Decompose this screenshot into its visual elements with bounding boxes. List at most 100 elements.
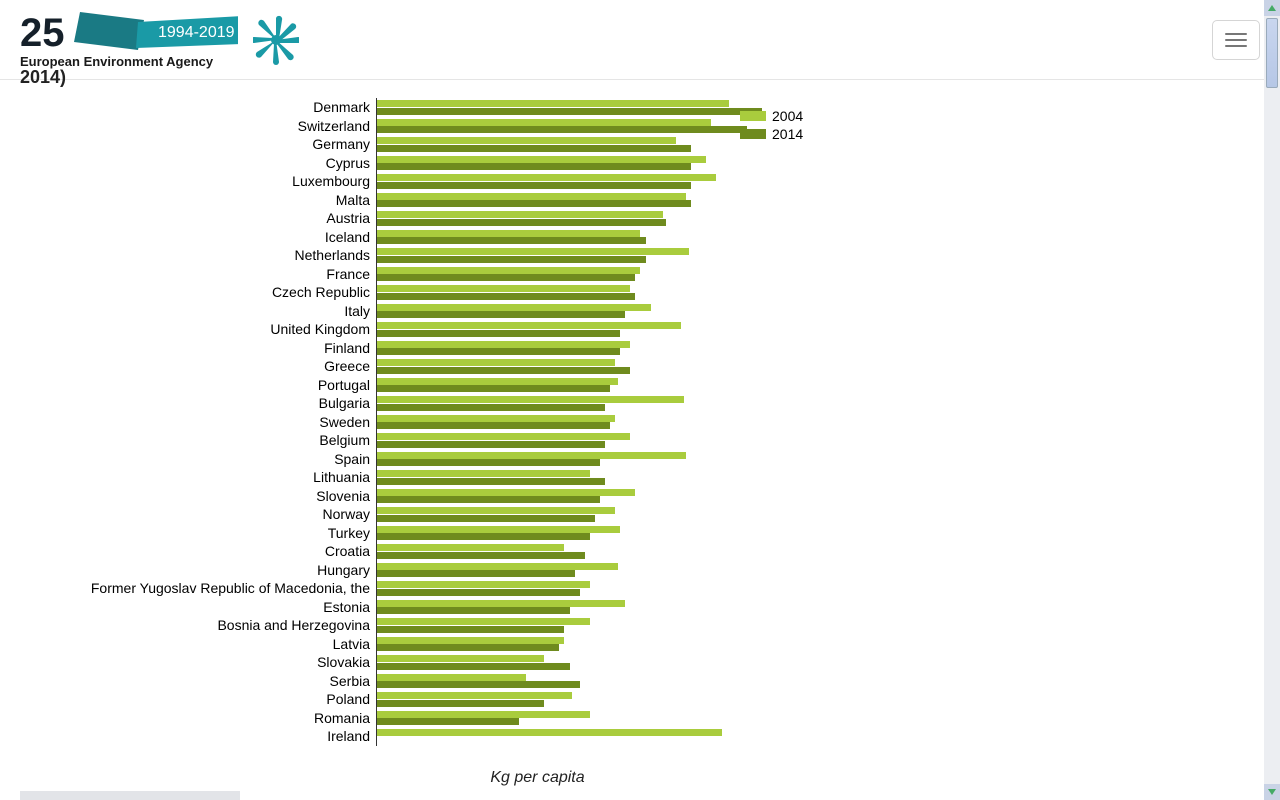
bar-2014 xyxy=(377,163,691,170)
bar-2014 xyxy=(377,126,747,133)
bar-2004 xyxy=(377,600,625,607)
chart-row: Malta xyxy=(20,191,835,210)
category-label: Bosnia and Herzegovina xyxy=(20,616,376,635)
chart-row: Switzerland xyxy=(20,117,835,136)
bar-2004 xyxy=(377,563,618,570)
chart-row: Iceland xyxy=(20,228,835,247)
bar-2014 xyxy=(377,663,570,670)
bar-2004 xyxy=(377,674,526,681)
logo-years: 1994-2019 xyxy=(158,24,235,41)
chart-row: Belgium xyxy=(20,431,835,450)
eea-flower-icon xyxy=(253,15,299,65)
bar-2014 xyxy=(377,367,630,374)
bar-2004 xyxy=(377,544,564,551)
legend-swatch xyxy=(740,111,766,121)
horizontal-scrollbar-fragment[interactable] xyxy=(20,791,240,800)
legend-item: 2004 xyxy=(740,108,803,124)
chart-row: Greece xyxy=(20,357,835,376)
chart-row: Austria xyxy=(20,209,835,228)
logo-block[interactable]: 1994-2019 25 European Environment Agency xyxy=(20,12,299,67)
bar-2014 xyxy=(377,607,570,614)
bar-2014 xyxy=(377,441,605,448)
bar-2014 xyxy=(377,515,595,522)
row-bars xyxy=(376,635,835,654)
category-label: Portugal xyxy=(20,376,376,395)
bar-2014 xyxy=(377,718,519,725)
scroll-up-button[interactable] xyxy=(1264,0,1280,16)
row-bars xyxy=(376,209,835,228)
logo-25-number: 25 xyxy=(20,12,65,55)
bar-2004 xyxy=(377,359,615,366)
bar-2014 xyxy=(377,182,691,189)
category-label: Former Yugoslav Republic of Macedonia, t… xyxy=(20,579,376,598)
bar-2004 xyxy=(377,378,618,385)
eea-25-logo: 1994-2019 25 European Environment Agency xyxy=(20,12,238,67)
scrollbar-thumb[interactable] xyxy=(1266,18,1278,88)
chart-row: Sweden xyxy=(20,413,835,432)
row-bars xyxy=(376,561,835,580)
bar-2004 xyxy=(377,322,681,329)
bar-2004 xyxy=(377,193,686,200)
bar-2014 xyxy=(377,533,590,540)
row-bars xyxy=(376,487,835,506)
row-bars xyxy=(376,246,835,265)
bar-2014 xyxy=(377,108,762,115)
chart-legend: 2004 2014 xyxy=(740,108,803,142)
category-label: Lithuania xyxy=(20,468,376,487)
category-label: Luxembourg xyxy=(20,172,376,191)
bar-2014 xyxy=(377,145,691,152)
category-label: Czech Republic xyxy=(20,283,376,302)
chart-row: Germany xyxy=(20,135,835,154)
chart-row: Bulgaria xyxy=(20,394,835,413)
chart-row: Netherlands xyxy=(20,246,835,265)
row-bars xyxy=(376,579,835,598)
chart-row: United Kingdom xyxy=(20,320,835,339)
row-bars xyxy=(376,228,835,247)
bar-2014 xyxy=(377,589,580,596)
category-label: Iceland xyxy=(20,228,376,247)
bar-2004 xyxy=(377,692,572,699)
category-label: Estonia xyxy=(20,598,376,617)
bar-2014 xyxy=(377,459,600,466)
category-label: Bulgaria xyxy=(20,394,376,413)
category-label: Norway xyxy=(20,505,376,524)
row-bars xyxy=(376,376,835,395)
category-label: Ireland xyxy=(20,727,376,746)
row-bars xyxy=(376,339,835,358)
row-bars xyxy=(376,542,835,561)
row-bars xyxy=(376,616,835,635)
category-label: Switzerland xyxy=(20,117,376,136)
category-label: Cyprus xyxy=(20,154,376,173)
chart-row: Slovenia xyxy=(20,487,835,506)
row-bars xyxy=(376,302,835,321)
legend-item: 2014 xyxy=(740,126,803,142)
category-label: Netherlands xyxy=(20,246,376,265)
bar-2004 xyxy=(377,304,651,311)
bar-2014 xyxy=(377,237,646,244)
row-bars xyxy=(376,653,835,672)
bar-2014 xyxy=(377,496,600,503)
chart-row: Luxembourg xyxy=(20,172,835,191)
row-bars xyxy=(376,172,835,191)
chart-row: Spain xyxy=(20,450,835,469)
menu-toggle-button[interactable] xyxy=(1212,20,1260,60)
chart-row: Latvia xyxy=(20,635,835,654)
bar-2014 xyxy=(377,348,620,355)
category-label: Poland xyxy=(20,690,376,709)
scroll-down-button[interactable] xyxy=(1264,784,1280,800)
row-bars xyxy=(376,357,835,376)
bar-2014 xyxy=(377,681,580,688)
vertical-scrollbar[interactable] xyxy=(1264,0,1280,800)
category-label: Turkey xyxy=(20,524,376,543)
bar-2014 xyxy=(377,404,605,411)
bar-2014 xyxy=(377,700,544,707)
legend-label: 2014 xyxy=(772,126,803,142)
chart-row: Slovakia xyxy=(20,653,835,672)
bar-2004 xyxy=(377,729,722,736)
row-bars xyxy=(376,154,835,173)
row-bars xyxy=(376,320,835,339)
chart-row: Ireland xyxy=(20,727,835,746)
chart-title-fragment: 2014) xyxy=(20,67,66,88)
bar-2004 xyxy=(377,137,676,144)
bar-2004 xyxy=(377,341,630,348)
